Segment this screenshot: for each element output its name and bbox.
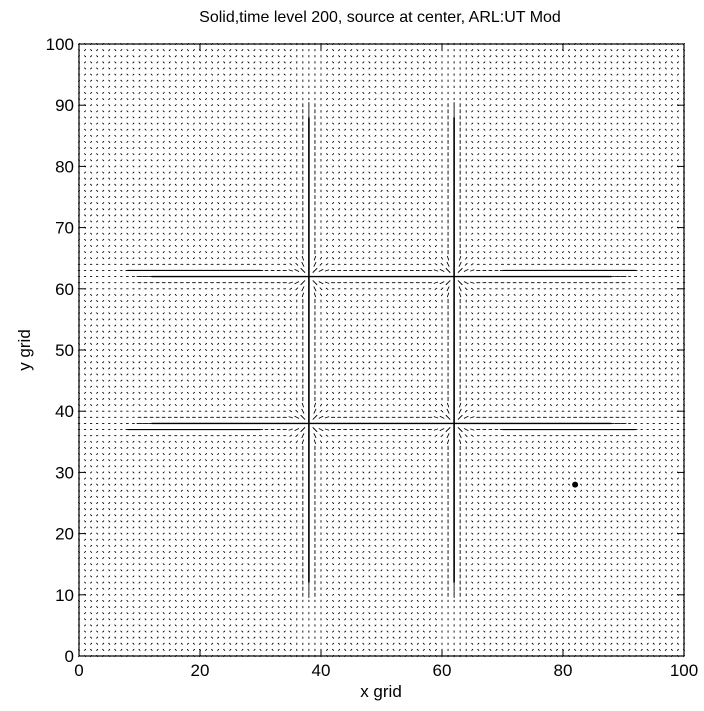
y-tick-label: 20 <box>55 525 74 544</box>
x-tick-label: 80 <box>554 661 573 680</box>
y-tick-label: 100 <box>46 35 74 54</box>
y-tick-label: 0 <box>65 647 74 666</box>
y-axis-label: y grid <box>15 329 34 371</box>
x-tick-label: 20 <box>191 661 210 680</box>
y-tick-label: 50 <box>55 341 74 360</box>
y-tick-label: 90 <box>55 96 74 115</box>
y-tick-label: 30 <box>55 463 74 482</box>
x-axis-label: x grid <box>360 682 402 701</box>
y-tick-label: 70 <box>55 219 74 238</box>
y-tick-label: 80 <box>55 157 74 176</box>
y-tick-label: 40 <box>55 402 74 421</box>
axis-ticks: 0 20 40 60 80 100 0 10 20 30 40 50 60 70 80 90 100 <box>46 35 699 680</box>
x-tick-label: 60 <box>433 661 452 680</box>
x-tick-label: 40 <box>312 661 331 680</box>
y-tick-label: 60 <box>55 280 74 299</box>
vector-field <box>77 42 686 658</box>
field-marker <box>572 481 579 488</box>
x-tick-label: 100 <box>670 661 698 680</box>
y-tick-label: 10 <box>55 586 74 605</box>
chart-title: Solid,time level 200, source at center, … <box>199 9 561 26</box>
x-tick-label: 0 <box>74 661 83 680</box>
